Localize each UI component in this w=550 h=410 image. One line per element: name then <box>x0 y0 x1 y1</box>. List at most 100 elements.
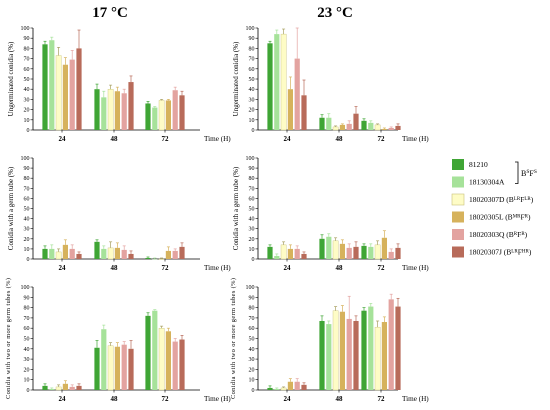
bar <box>94 241 100 259</box>
legend-superscript: LR <box>524 197 531 202</box>
bar <box>346 247 352 259</box>
legend-strain-name: 18020305L <box>469 213 504 222</box>
y-tick-label: 60 <box>249 67 255 73</box>
bar <box>368 122 374 130</box>
bar <box>374 326 381 391</box>
bar <box>326 117 332 130</box>
x-tick-label: 72 <box>378 264 386 272</box>
legend-text-part: (B <box>504 230 513 239</box>
bar <box>287 89 293 130</box>
bar <box>267 387 273 390</box>
x-tick-label: 48 <box>336 135 344 143</box>
legend-text-part: F <box>520 195 524 204</box>
y-tick-label: 60 <box>24 196 30 202</box>
bar <box>274 388 280 390</box>
bar <box>121 249 127 259</box>
y-tick-label: 30 <box>249 97 255 103</box>
x-tick-label: 24 <box>59 395 67 403</box>
bar <box>319 238 325 259</box>
bar <box>353 320 359 390</box>
bar <box>42 44 48 130</box>
y-tick-label: 70 <box>24 57 30 63</box>
bar <box>62 244 68 259</box>
bar <box>274 34 280 131</box>
bar <box>395 125 401 130</box>
bar <box>368 246 374 259</box>
y-tick-label: 0 <box>27 128 30 134</box>
y-tick-label: 50 <box>24 77 30 83</box>
bar <box>301 384 307 390</box>
y-tick-label: 50 <box>249 337 255 343</box>
x-tick-label: 72 <box>162 395 170 403</box>
bar <box>361 120 367 130</box>
bar <box>152 310 158 390</box>
y-tick-label: 70 <box>249 316 255 322</box>
legend-text-part: B <box>521 169 526 178</box>
bar <box>368 306 374 390</box>
y-tick-label: 80 <box>24 306 30 312</box>
legend-superscript: LR <box>511 249 518 254</box>
y-tick-label: 100 <box>246 285 255 291</box>
bar <box>294 381 300 390</box>
x-tick-label: 72 <box>162 135 170 143</box>
bar <box>179 339 185 390</box>
bar <box>114 346 120 390</box>
y-tick-label: 80 <box>24 46 30 52</box>
bar <box>165 100 171 130</box>
bar <box>339 311 345 390</box>
bar <box>381 128 387 130</box>
bar <box>165 331 171 390</box>
y-axis-label: Conidia with a germ tube (%) <box>7 166 15 250</box>
y-tick-label: 10 <box>24 378 30 384</box>
legend-text-part: F <box>517 230 521 239</box>
y-tick-label: 0 <box>252 388 255 394</box>
y-tick-label: 90 <box>249 295 255 301</box>
legend-strain-name: 18020307D <box>469 195 505 204</box>
bar <box>274 255 280 259</box>
bar <box>280 387 287 391</box>
bar <box>69 59 75 131</box>
legend-label-18130304A: 18130304A <box>469 178 505 187</box>
bar <box>107 88 114 131</box>
bar <box>128 82 134 130</box>
bar <box>128 348 134 390</box>
y-tick-label: 20 <box>24 367 30 373</box>
legend-text-part: (B <box>502 248 511 257</box>
bar <box>395 306 401 390</box>
y-axis-label: Conidia with a germ tube (%) <box>232 166 240 250</box>
chart-two-or-more-17: 0 10 20 30 40 50 60 70 80 90 100 Conidia with two o… <box>5 278 231 403</box>
y-tick-label: 90 <box>24 295 30 301</box>
legend-superscript: MR <box>513 214 521 219</box>
bar <box>388 299 394 390</box>
bar <box>76 385 82 390</box>
y-tick-label: 40 <box>24 87 30 93</box>
x-tick-label: 72 <box>378 395 386 403</box>
bar <box>55 251 62 260</box>
y-tick-label: 0 <box>27 388 30 394</box>
bar <box>267 43 273 130</box>
bar <box>361 310 367 390</box>
y-tick-label: 100 <box>21 285 30 291</box>
bar <box>94 89 100 130</box>
bar <box>172 341 178 390</box>
bar <box>374 124 381 131</box>
bar <box>395 247 401 259</box>
y-tick-label: 10 <box>24 247 30 253</box>
bar <box>287 381 293 390</box>
bar <box>326 236 332 259</box>
chart-two-or-more-23: 0 10 20 30 40 50 60 70 80 90 100 Conidia with two o… <box>230 278 429 403</box>
legend-swatch <box>452 159 464 170</box>
x-tick-label: 48 <box>336 264 344 272</box>
y-tick-label: 30 <box>249 357 255 363</box>
bar <box>76 48 82 130</box>
legend-superscript: R <box>521 232 525 237</box>
bar <box>294 58 300 130</box>
legend-bracket-label: BSFS <box>521 169 537 178</box>
bar <box>301 253 307 259</box>
column-title-17c: 17 °C <box>92 5 128 21</box>
bar <box>172 90 178 130</box>
y-tick-label: 100 <box>246 26 255 32</box>
bar <box>353 246 359 259</box>
chart-ungerminated-17: 0 10 20 30 40 50 60 70 80 90 100 Ungerminated conid… <box>7 26 231 143</box>
bar <box>179 246 185 259</box>
